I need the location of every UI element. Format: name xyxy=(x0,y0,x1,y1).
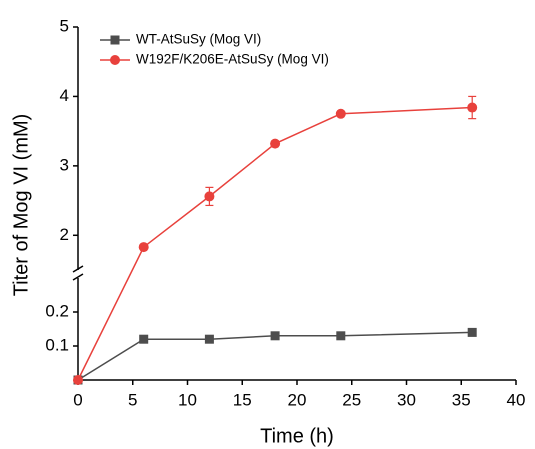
x-tick-label: 15 xyxy=(233,390,252,409)
x-tick-label: 25 xyxy=(342,390,361,409)
data-point xyxy=(73,375,83,385)
x-tick-label: 35 xyxy=(452,390,471,409)
legend-marker xyxy=(110,55,120,65)
x-tick-label: 10 xyxy=(178,390,197,409)
legend-label: WT-AtSuSy (Mog VI) xyxy=(136,32,261,47)
data-point xyxy=(270,138,281,149)
legend-marker xyxy=(110,35,120,45)
y-tick-label: 0.1 xyxy=(45,335,69,354)
y-tick-label: 4 xyxy=(60,86,69,105)
y-axis-label: Titer of Mog VI (mM) xyxy=(10,114,32,297)
y-tick-label: 5 xyxy=(60,16,69,35)
data-point xyxy=(204,191,215,202)
x-tick-label: 30 xyxy=(397,390,416,409)
x-axis-label: Time (h) xyxy=(260,425,334,447)
y-tick-label: 3 xyxy=(60,155,69,174)
data-point xyxy=(138,242,149,253)
data-point xyxy=(139,334,149,344)
x-tick-label: 0 xyxy=(73,390,82,409)
y-tick-label: 0.2 xyxy=(45,301,69,320)
axis-break xyxy=(72,265,84,273)
data-point xyxy=(336,331,346,341)
data-point xyxy=(467,102,478,113)
x-tick-label: 5 xyxy=(128,390,137,409)
data-point xyxy=(204,334,214,344)
y-tick-label: 2 xyxy=(60,225,69,244)
data-point xyxy=(467,327,477,337)
axis-break xyxy=(72,273,84,281)
series-line xyxy=(77,106,473,381)
data-point xyxy=(335,108,346,119)
series-line xyxy=(77,331,473,381)
x-tick-label: 40 xyxy=(507,390,526,409)
x-tick-label: 20 xyxy=(288,390,307,409)
legend-label: W192F/K206E-AtSuSy (Mog VI) xyxy=(136,52,329,67)
data-point xyxy=(270,331,280,341)
